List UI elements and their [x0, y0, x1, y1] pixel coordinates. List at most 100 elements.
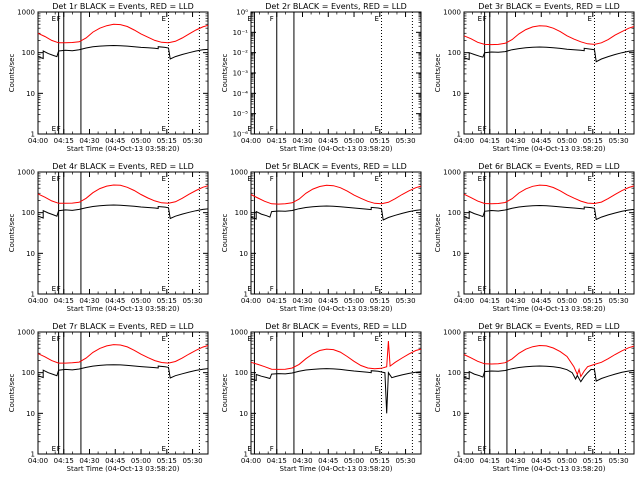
x-tick-label: 04:15 — [267, 137, 287, 145]
event-marker-label: E — [162, 15, 166, 23]
y-tick-label: 100 — [448, 209, 461, 217]
x-tick-label: 05:30 — [182, 137, 202, 145]
y-tick-label: 1 — [457, 291, 461, 299]
event-marker-label-bottom: E — [247, 285, 251, 293]
y-tick-label: 10⁻³ — [233, 70, 249, 78]
x-axis-title: Start Time (04-Oct-13 03:58:20) — [280, 305, 393, 313]
x-tick-label: 05:00 — [557, 137, 577, 145]
y-tick-label: 1 — [457, 451, 461, 459]
y-tick-label: 10⁻² — [233, 49, 249, 57]
y-tick-label: 10 — [452, 90, 461, 98]
x-tick-label: 05:00 — [344, 137, 364, 145]
x-tick-label: 05:00 — [131, 297, 151, 305]
event-marker-label: E — [247, 175, 251, 183]
event-marker-label: E — [478, 15, 482, 23]
event-marker-label: F — [483, 335, 487, 343]
plot-frame — [463, 11, 635, 135]
event-marker-label: E — [247, 335, 251, 343]
event-marker-label-bottom: E — [375, 125, 379, 133]
event-marker-label-bottom: E — [375, 445, 379, 453]
events-series-line — [37, 204, 209, 220]
event-marker-label: E — [478, 175, 482, 183]
event-marker-label-bottom: E — [588, 125, 592, 133]
x-tick-label: 04:00 — [454, 457, 474, 465]
plot-frame — [37, 171, 209, 295]
y-tick-label: 1 — [31, 451, 35, 459]
event-marker-label-bottom: E — [478, 445, 482, 453]
x-tick-label: 05:00 — [131, 457, 151, 465]
event-marker-label-bottom: F — [483, 445, 487, 453]
x-tick-label: 05:30 — [608, 297, 628, 305]
event-marker-label: E — [162, 175, 166, 183]
x-tick-label: 05:30 — [395, 137, 415, 145]
event-marker-label-bottom: E — [478, 285, 482, 293]
x-tick-label: 04:15 — [54, 457, 74, 465]
x-tick-label: 04:15 — [480, 297, 500, 305]
y-tick-label: 100 — [22, 209, 35, 217]
y-tick-label: 10 — [26, 250, 35, 258]
x-tick-label: 05:15 — [157, 137, 177, 145]
event-marker-label-bottom: F — [483, 285, 487, 293]
y-tick-label: 10⁻⁵ — [233, 110, 249, 118]
panel-det-4: Det 4r BLACK = Events, RED = LLD 1 10 100 10… — [8, 162, 209, 313]
event-marker-label-bottom: E — [588, 445, 592, 453]
x-tick-label: 04:30 — [292, 297, 312, 305]
y-tick-label: 10 — [26, 90, 35, 98]
x-tick-label: 04:30 — [292, 137, 312, 145]
panel-title: Det 8r BLACK = Events, RED = LLD — [265, 322, 407, 331]
event-marker-label: F — [483, 15, 487, 23]
x-tick-label: 05:15 — [157, 297, 177, 305]
plot-frame — [250, 171, 422, 295]
event-marker-label-bottom: E — [162, 125, 166, 133]
lld-series-line — [37, 23, 209, 44]
event-marker-label: F — [270, 15, 274, 23]
events-series-line — [37, 364, 209, 379]
x-tick-label: 04:30 — [292, 457, 312, 465]
y-axis-title: Counts/sec — [8, 374, 16, 413]
y-axis-title: Counts/sec — [221, 54, 229, 93]
event-marker-label-bottom: F — [483, 125, 487, 133]
panel-det-8: Det 8r BLACK = Events, RED = LLD 1 10 100 10… — [221, 322, 422, 473]
y-tick-label: 10 — [239, 250, 248, 258]
panel-title: Det 7r BLACK = Events, RED = LLD — [52, 322, 194, 331]
event-marker-label: E — [478, 335, 482, 343]
lld-series-line — [463, 344, 635, 378]
x-tick-label: 04:30 — [79, 457, 99, 465]
event-marker-label: F — [57, 175, 61, 183]
x-tick-label: 04:15 — [480, 457, 500, 465]
event-marker-label: F — [57, 335, 61, 343]
event-marker-label: E — [375, 335, 379, 343]
y-axis-title: Counts/sec — [434, 374, 442, 413]
x-tick-label: 04:45 — [105, 297, 125, 305]
plot-frame — [463, 171, 635, 295]
event-marker-label-bottom: E — [52, 285, 56, 293]
y-tick-label: 10⁻⁶ — [233, 131, 249, 139]
x-tick-label: 04:00 — [241, 137, 261, 145]
x-axis-title: Start Time (04-Oct-13 03:58:20) — [280, 145, 393, 153]
event-marker-label: F — [270, 175, 274, 183]
event-marker-label-bottom: E — [162, 285, 166, 293]
y-tick-label: 1000 — [17, 329, 35, 337]
lld-series-line — [37, 344, 209, 364]
event-marker-label-bottom: F — [270, 125, 274, 133]
event-marker-label: E — [588, 15, 592, 23]
y-tick-label: 1000 — [443, 329, 461, 337]
events-series-line — [463, 46, 635, 63]
y-axis-title: Counts/sec — [434, 54, 442, 93]
panel-det-3: Det 3r BLACK = Events, RED = LLD 1 10 100 10… — [434, 2, 635, 153]
x-tick-label: 05:00 — [557, 457, 577, 465]
event-marker-label: F — [270, 335, 274, 343]
x-tick-label: 05:30 — [608, 137, 628, 145]
events-series-line — [37, 44, 209, 60]
event-marker-label-bottom: F — [57, 285, 61, 293]
y-tick-label: 1 — [31, 291, 35, 299]
y-tick-label: 1 — [457, 131, 461, 139]
x-tick-label: 05:15 — [370, 297, 390, 305]
event-marker-label: E — [52, 175, 56, 183]
panel-title: Det 1r BLACK = Events, RED = LLD — [52, 2, 194, 11]
y-tick-label: 100 — [448, 369, 461, 377]
panel-det-7: Det 7r BLACK = Events, RED = LLD 1 10 100 10… — [8, 322, 209, 473]
x-tick-label: 05:30 — [608, 457, 628, 465]
x-tick-label: 04:15 — [267, 457, 287, 465]
event-marker-label-bottom: F — [270, 285, 274, 293]
